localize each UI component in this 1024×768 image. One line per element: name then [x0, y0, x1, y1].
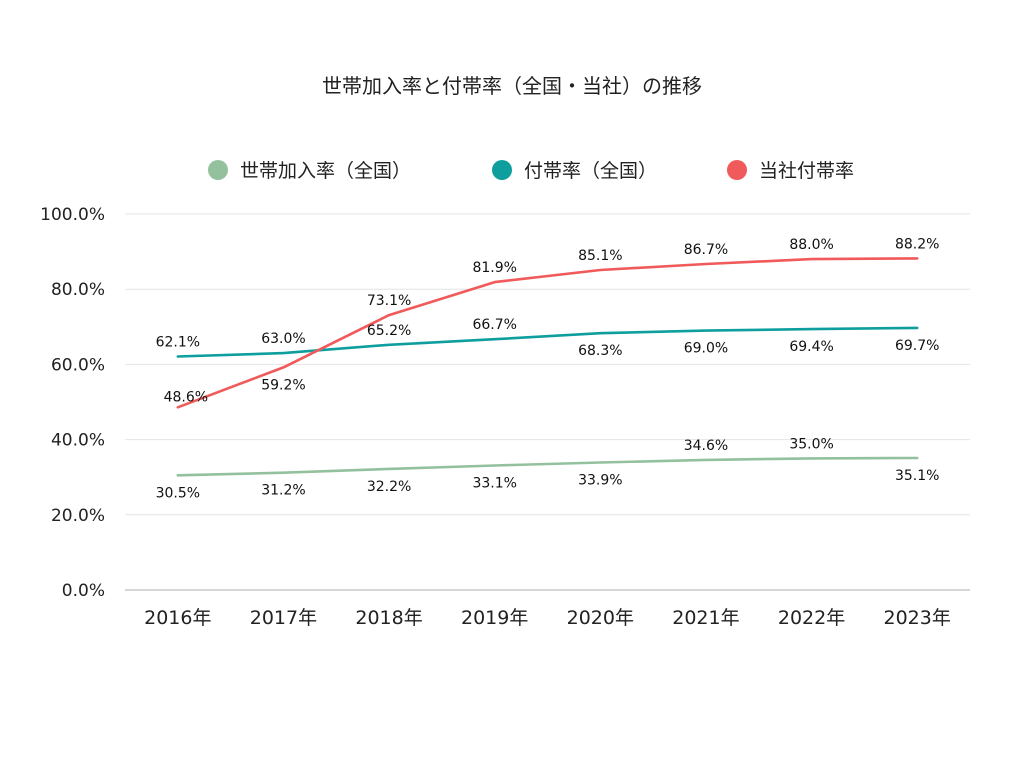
- y-tick-label: 60.0%: [51, 355, 105, 375]
- data-label: 33.1%: [472, 476, 516, 492]
- data-label: 88.2%: [895, 236, 939, 252]
- data-label: 59.2%: [261, 377, 305, 393]
- x-tick-label: 2021年: [672, 607, 739, 629]
- data-label: 73.1%: [367, 293, 411, 309]
- x-tick-label: 2017年: [250, 607, 317, 629]
- y-axis-ticks: 0.0% 20.0% 40.0% 60.0% 80.0% 100.0%: [40, 205, 105, 601]
- x-tick-label: 2018年: [355, 607, 422, 629]
- data-label: 69.7%: [895, 338, 939, 354]
- data-label: 31.2%: [261, 483, 305, 499]
- x-tick-label: 2020年: [567, 607, 634, 629]
- legend-label: 付帯率（全国）: [524, 160, 657, 182]
- data-label: 35.1%: [895, 468, 939, 484]
- series-lines: [176, 257, 919, 477]
- x-tick-label: 2016年: [144, 607, 211, 629]
- chart-title: 世帯加入率と付帯率（全国・当社）の推移: [322, 74, 702, 98]
- legend-marker: [208, 160, 228, 180]
- x-axis-ticks: 2016年 2017年 2018年 2019年 2020年 2021年 2022年 2023年: [144, 607, 951, 629]
- legend-marker: [727, 160, 747, 180]
- y-tick-label: 20.0%: [51, 506, 105, 526]
- data-label: 33.9%: [578, 473, 622, 489]
- y-tick-label: 100.0%: [40, 205, 105, 225]
- y-tick-label: 40.0%: [51, 431, 105, 451]
- data-label: 65.2%: [367, 323, 411, 339]
- legend-label: 当社付帯率: [759, 160, 854, 182]
- legend: 世帯加入率（全国） 付帯率（全国） 当社付帯率: [208, 160, 854, 182]
- data-labels: 30.5% 31.2% 32.2% 33.1% 33.9% 34.6% 35.0% 35.1%…: [156, 236, 940, 501]
- data-label: 69.0%: [684, 341, 728, 357]
- data-label: 32.2%: [367, 479, 411, 495]
- x-tick-label: 2022年: [778, 607, 845, 629]
- data-label: 66.7%: [472, 317, 516, 333]
- data-label: 34.6%: [684, 438, 728, 454]
- data-label: 69.4%: [789, 339, 833, 355]
- y-tick-label: 0.0%: [62, 581, 105, 601]
- gridlines: [125, 213, 970, 591]
- data-label: 63.0%: [261, 331, 305, 347]
- data-label: 68.3%: [578, 343, 622, 359]
- data-label: 86.7%: [684, 242, 728, 258]
- legend-label: 世帯加入率（全国）: [240, 160, 411, 182]
- data-label: 85.1%: [578, 248, 622, 264]
- x-tick-label: 2019年: [461, 607, 528, 629]
- attachment-rate-line: [176, 326, 919, 358]
- y-tick-label: 80.0%: [51, 280, 105, 300]
- data-label: 62.1%: [156, 335, 200, 351]
- data-label: 35.0%: [789, 436, 833, 452]
- data-label: 88.0%: [789, 237, 833, 253]
- data-label: 48.6%: [164, 389, 208, 405]
- data-label: 81.9%: [472, 260, 516, 276]
- legend-marker: [492, 160, 512, 180]
- household-rate-line: [176, 456, 919, 477]
- x-tick-label: 2023年: [884, 607, 951, 629]
- company-rate-line: [176, 257, 919, 409]
- data-label: 30.5%: [156, 485, 200, 501]
